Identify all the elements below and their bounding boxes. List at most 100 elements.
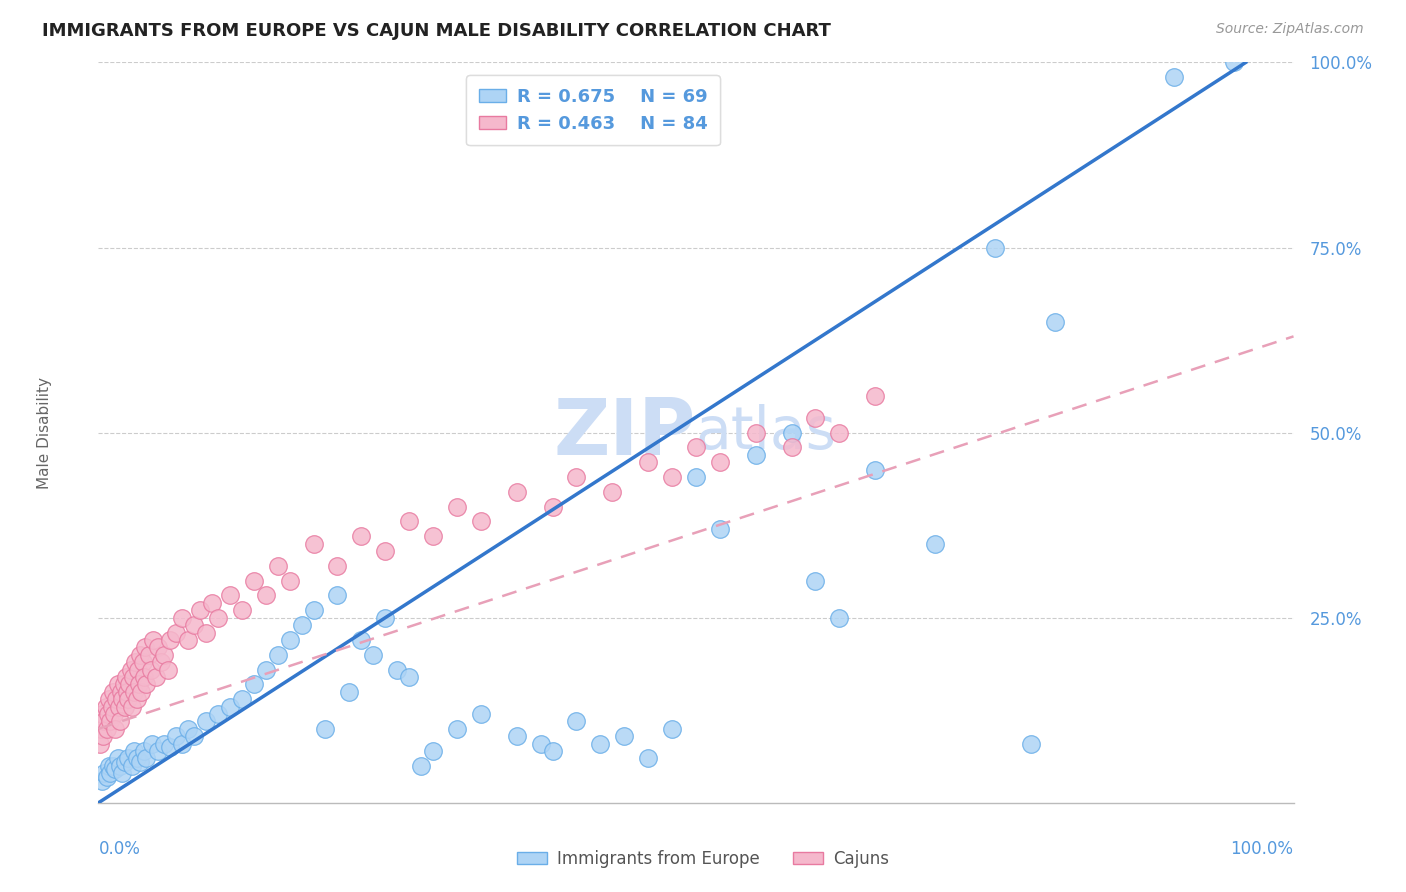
Text: 0.0%: 0.0% — [98, 840, 141, 858]
Point — [1043, 314, 1066, 328]
Text: Source: ZipAtlas.com: Source: ZipAtlas.com — [1216, 22, 1364, 37]
Point — [139, 663, 162, 677]
Point — [613, 729, 636, 743]
Point — [128, 677, 150, 691]
Point — [446, 500, 468, 514]
Text: atlas: atlas — [696, 404, 837, 461]
Point — [108, 714, 131, 729]
Point — [135, 677, 157, 691]
Point — [326, 558, 349, 573]
Point — [1019, 737, 1042, 751]
Point — [129, 755, 152, 769]
Point — [97, 706, 120, 721]
Point — [98, 758, 121, 772]
Point — [661, 722, 683, 736]
Point — [110, 685, 132, 699]
Point — [1163, 70, 1185, 85]
Point — [108, 758, 131, 772]
Point — [565, 470, 588, 484]
Point — [172, 610, 194, 624]
Point — [98, 766, 122, 780]
Legend: R = 0.675    N = 69, R = 0.463    N = 84: R = 0.675 N = 69, R = 0.463 N = 84 — [465, 75, 720, 145]
Point — [117, 692, 139, 706]
Point — [98, 692, 121, 706]
Point — [506, 484, 529, 499]
Point — [278, 574, 301, 588]
Point — [183, 729, 205, 743]
Point — [207, 706, 229, 721]
Point — [91, 729, 114, 743]
Point — [243, 574, 266, 588]
Text: Male Disability: Male Disability — [37, 376, 52, 489]
Point — [637, 455, 659, 469]
Point — [131, 655, 153, 669]
Point — [159, 740, 181, 755]
Point — [96, 770, 118, 784]
Point — [103, 706, 125, 721]
Point — [104, 763, 127, 777]
Point — [156, 663, 179, 677]
Point — [195, 714, 218, 729]
Point — [201, 596, 224, 610]
Point — [411, 758, 433, 772]
Point — [145, 670, 167, 684]
Point — [121, 699, 143, 714]
Point — [243, 677, 266, 691]
Point — [924, 536, 946, 550]
Point — [602, 484, 624, 499]
Point — [148, 640, 170, 655]
Point — [188, 603, 211, 617]
Point — [114, 699, 136, 714]
Point — [153, 737, 176, 751]
Point — [111, 692, 134, 706]
Point — [530, 737, 553, 751]
Point — [398, 515, 420, 529]
Point — [177, 632, 200, 647]
Point — [107, 677, 129, 691]
Point — [129, 648, 152, 662]
Point — [120, 663, 142, 677]
Point — [350, 529, 373, 543]
Point — [506, 729, 529, 743]
Point — [422, 529, 444, 543]
Point — [709, 455, 731, 469]
Text: IMMIGRANTS FROM EUROPE VS CAJUN MALE DISABILITY CORRELATION CHART: IMMIGRANTS FROM EUROPE VS CAJUN MALE DIS… — [42, 22, 831, 40]
Point — [470, 706, 492, 721]
Point — [422, 744, 444, 758]
Legend: Immigrants from Europe, Cajuns: Immigrants from Europe, Cajuns — [510, 844, 896, 875]
Point — [104, 722, 127, 736]
Point — [114, 755, 136, 769]
Point — [112, 677, 135, 691]
Point — [278, 632, 301, 647]
Point — [219, 589, 242, 603]
Point — [195, 625, 218, 640]
Point — [828, 610, 851, 624]
Point — [89, 737, 111, 751]
Point — [149, 655, 172, 669]
Point — [94, 699, 117, 714]
Point — [122, 670, 145, 684]
Point — [984, 240, 1007, 255]
Point — [254, 663, 277, 677]
Point — [124, 744, 146, 758]
Point — [96, 722, 118, 736]
Point — [267, 648, 290, 662]
Point — [350, 632, 373, 647]
Point — [589, 737, 612, 751]
Point — [398, 670, 420, 684]
Point — [374, 610, 396, 624]
Point — [177, 722, 200, 736]
Point — [865, 462, 887, 476]
Point — [828, 425, 851, 440]
Point — [446, 722, 468, 736]
Point — [125, 692, 148, 706]
Point — [385, 663, 409, 677]
Point — [107, 699, 129, 714]
Text: 100.0%: 100.0% — [1230, 840, 1294, 858]
Point — [132, 744, 155, 758]
Point — [107, 751, 129, 765]
Point — [470, 515, 492, 529]
Point — [374, 544, 396, 558]
Point — [100, 699, 122, 714]
Point — [745, 425, 768, 440]
